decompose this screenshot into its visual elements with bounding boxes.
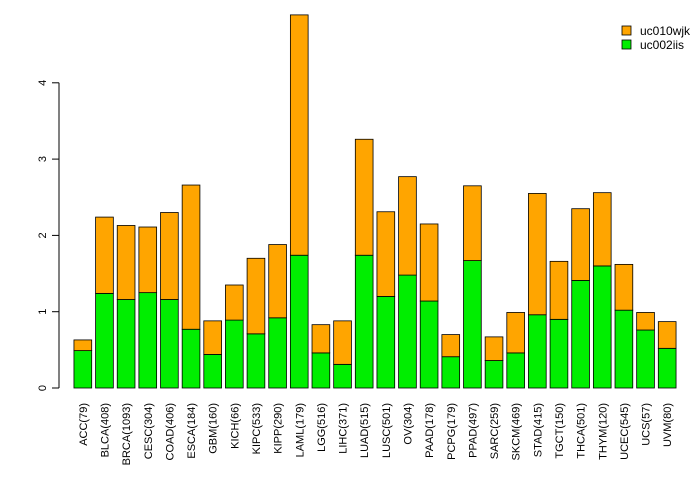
x-tick-label: LUSC(501) <box>381 403 393 458</box>
bar-uc002iis-3 <box>138 292 158 389</box>
bar-uc002iis-21 <box>528 314 547 389</box>
y-axis: 0 1 2 3 4 <box>37 80 60 391</box>
bar-uc002iis-4 <box>160 299 179 389</box>
x-tick-label: KICH(66) <box>229 403 241 449</box>
bar-uc010wjk-24 <box>592 192 612 267</box>
x-tick-label: UVM(80) <box>662 403 674 447</box>
bar-uc010wjk-16 <box>419 223 439 302</box>
bar-uc002iis-14 <box>376 296 396 389</box>
bar-uc002iis-9 <box>268 317 287 389</box>
x-tick-label: COAD(406) <box>164 403 176 460</box>
bar-uc002iis-26 <box>636 329 655 389</box>
bar-uc002iis-0 <box>73 350 93 389</box>
bar-uc002iis-6 <box>203 354 222 389</box>
bar-uc002iis-1 <box>95 292 114 389</box>
bar-uc002iis-12 <box>333 363 352 389</box>
bar-uc002iis-24 <box>592 265 612 389</box>
x-tick-label: TGCT(150) <box>554 403 566 459</box>
bar-uc010wjk-21 <box>528 193 547 316</box>
bar-uc002iis-15 <box>398 274 417 389</box>
bar-uc002iis-19 <box>484 360 504 389</box>
x-tick-label: SARC(259) <box>489 403 501 459</box>
x-tick-label: LIHC(371) <box>338 403 350 454</box>
legend-swatch-uc010wjk <box>621 25 632 36</box>
x-tick-label: CESC(304) <box>143 403 155 459</box>
x-tick-label: PCPG(179) <box>446 403 458 460</box>
bar-uc010wjk-17 <box>441 334 461 358</box>
bar-uc010wjk-11 <box>311 324 331 354</box>
x-tick-label: SKCM(469) <box>511 403 523 460</box>
bar-uc010wjk-4 <box>160 212 179 300</box>
y-tick-label: 2 <box>37 232 49 238</box>
y-tick-label: 4 <box>37 80 49 86</box>
x-tick-label: OV(304) <box>402 403 414 445</box>
bar-uc002iis-22 <box>549 318 569 389</box>
x-tick-label: LUAD(515) <box>359 403 371 458</box>
x-tick-label: THCA(501) <box>576 403 588 459</box>
bar-uc002iis-20 <box>506 352 525 389</box>
bar-uc010wjk-7 <box>225 284 244 321</box>
legend-label-uc002iis: uc002iis <box>640 38 684 52</box>
bar-uc002iis-27 <box>657 347 677 389</box>
bar-uc010wjk-23 <box>571 208 590 281</box>
bar-uc010wjk-6 <box>203 320 222 355</box>
x-tick-label: LAML(179) <box>294 403 306 457</box>
bar-uc010wjk-15 <box>398 176 417 276</box>
bar-uc010wjk-1 <box>95 216 114 294</box>
bar-uc010wjk-5 <box>181 184 201 330</box>
bar-uc002iis-8 <box>246 333 266 389</box>
x-tick-label: STAD(415) <box>532 403 544 457</box>
bar-uc002iis-25 <box>614 309 634 389</box>
bar-uc010wjk-22 <box>549 260 569 320</box>
bar-uc002iis-18 <box>463 260 482 389</box>
x-tick-label: UCEC(545) <box>619 403 631 460</box>
bar-uc002iis-13 <box>354 254 374 389</box>
y-tick-label: 0 <box>37 385 49 391</box>
x-tick-label: BLCA(408) <box>99 403 111 457</box>
bar-uc010wjk-26 <box>636 312 655 331</box>
x-tick-label: LGG(516) <box>316 403 328 452</box>
legend-swatch-uc002iis <box>621 39 632 50</box>
bar-uc010wjk-18 <box>463 185 482 261</box>
bar-uc010wjk-25 <box>614 263 634 311</box>
x-tick-label: PPAD(497) <box>467 403 479 458</box>
bar-uc010wjk-27 <box>657 321 677 349</box>
bar-uc010wjk-19 <box>484 336 504 361</box>
bar-uc002iis-17 <box>441 356 461 389</box>
bar-uc010wjk-9 <box>268 244 287 319</box>
x-tick-label: BRCA(1093) <box>121 403 133 465</box>
bar-uc002iis-10 <box>289 254 309 389</box>
x-tick-label: UCS(57) <box>641 403 653 446</box>
bar-uc010wjk-10 <box>289 14 309 256</box>
legend-label-uc010wjk: uc010wjk <box>640 24 691 38</box>
x-tick-label: GBM(160) <box>208 403 220 454</box>
bar-uc002iis-23 <box>571 280 590 389</box>
bar-uc002iis-7 <box>225 319 244 389</box>
bar-uc010wjk-12 <box>333 320 352 365</box>
y-tick-label: 1 <box>37 309 49 315</box>
y-tick-label: 3 <box>37 156 49 162</box>
bar-uc002iis-11 <box>311 352 331 389</box>
bar-uc010wjk-13 <box>354 138 374 256</box>
x-tick-label: KIPC(533) <box>251 403 263 454</box>
legend: uc010wjk uc002iis <box>621 24 691 52</box>
bar-uc002iis-5 <box>181 328 201 389</box>
x-tick-label: THYM(120) <box>597 403 609 460</box>
bar-uc010wjk-14 <box>376 211 396 297</box>
x-tick-label: PAAD(178) <box>424 403 436 458</box>
x-axis-labels: ACC(79) BLCA(408) BRCA(1093) CESC(304) COAD(… <box>78 403 674 465</box>
x-tick-label: ESCA(184) <box>186 403 198 459</box>
x-tick-label: ACC(79) <box>78 403 90 446</box>
bar-uc002iis-16 <box>419 300 439 389</box>
bar-uc010wjk-8 <box>246 257 266 335</box>
bar-uc010wjk-0 <box>73 339 93 352</box>
bar-uc010wjk-3 <box>138 226 158 294</box>
bar-group <box>73 14 677 389</box>
bar-uc002iis-2 <box>116 299 136 389</box>
bar-uc010wjk-2 <box>116 225 136 300</box>
bar-uc010wjk-20 <box>506 312 525 354</box>
x-tick-label: KIPP(290) <box>273 403 285 454</box>
